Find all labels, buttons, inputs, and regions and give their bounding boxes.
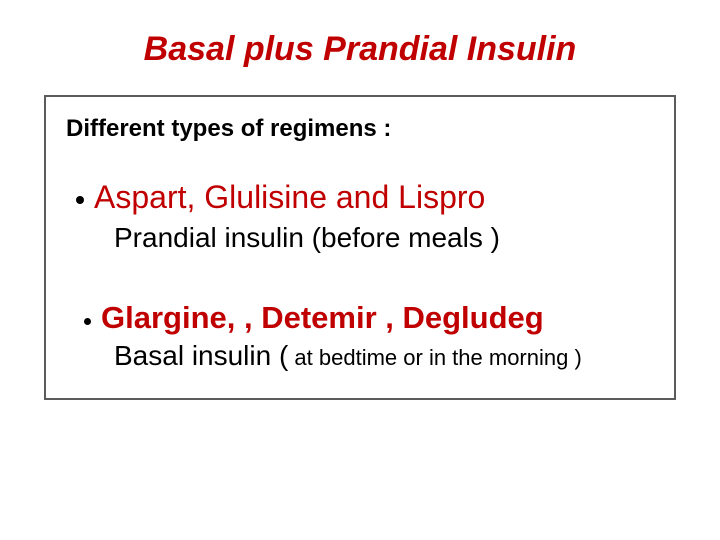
- bullet-dot-icon: [84, 318, 91, 325]
- slide-root: Basal plus Prandial Insulin Different ty…: [0, 0, 720, 540]
- bullet-2-sub-suffix: at bedtime or in the morning ): [288, 345, 581, 370]
- bullet-dot-icon: [76, 196, 84, 204]
- bullet-2-heading: Glargine, , Detemir , Degludeg: [101, 300, 544, 336]
- content-box: Different types of regimens : Aspart, Gl…: [44, 95, 676, 400]
- subheading: Different types of regimens :: [66, 115, 654, 143]
- slide-title: Basal plus Prandial Insulin: [20, 30, 700, 69]
- bullet-1-heading: Aspart, Glulisine and Lispro: [94, 179, 485, 216]
- bullet-1: Aspart, Glulisine and Lispro: [76, 179, 654, 216]
- bullet-1-sub-prefix: Prandial insulin (before meals ): [114, 222, 500, 253]
- bullet-2-subtext: Basal insulin ( at bedtime or in the mor…: [114, 340, 654, 372]
- bullet-2-sub-prefix: Basal insulin (: [114, 340, 288, 371]
- bullet-2: Glargine, , Detemir , Degludeg: [84, 300, 654, 336]
- bullet-1-subtext: Prandial insulin (before meals ): [114, 222, 654, 254]
